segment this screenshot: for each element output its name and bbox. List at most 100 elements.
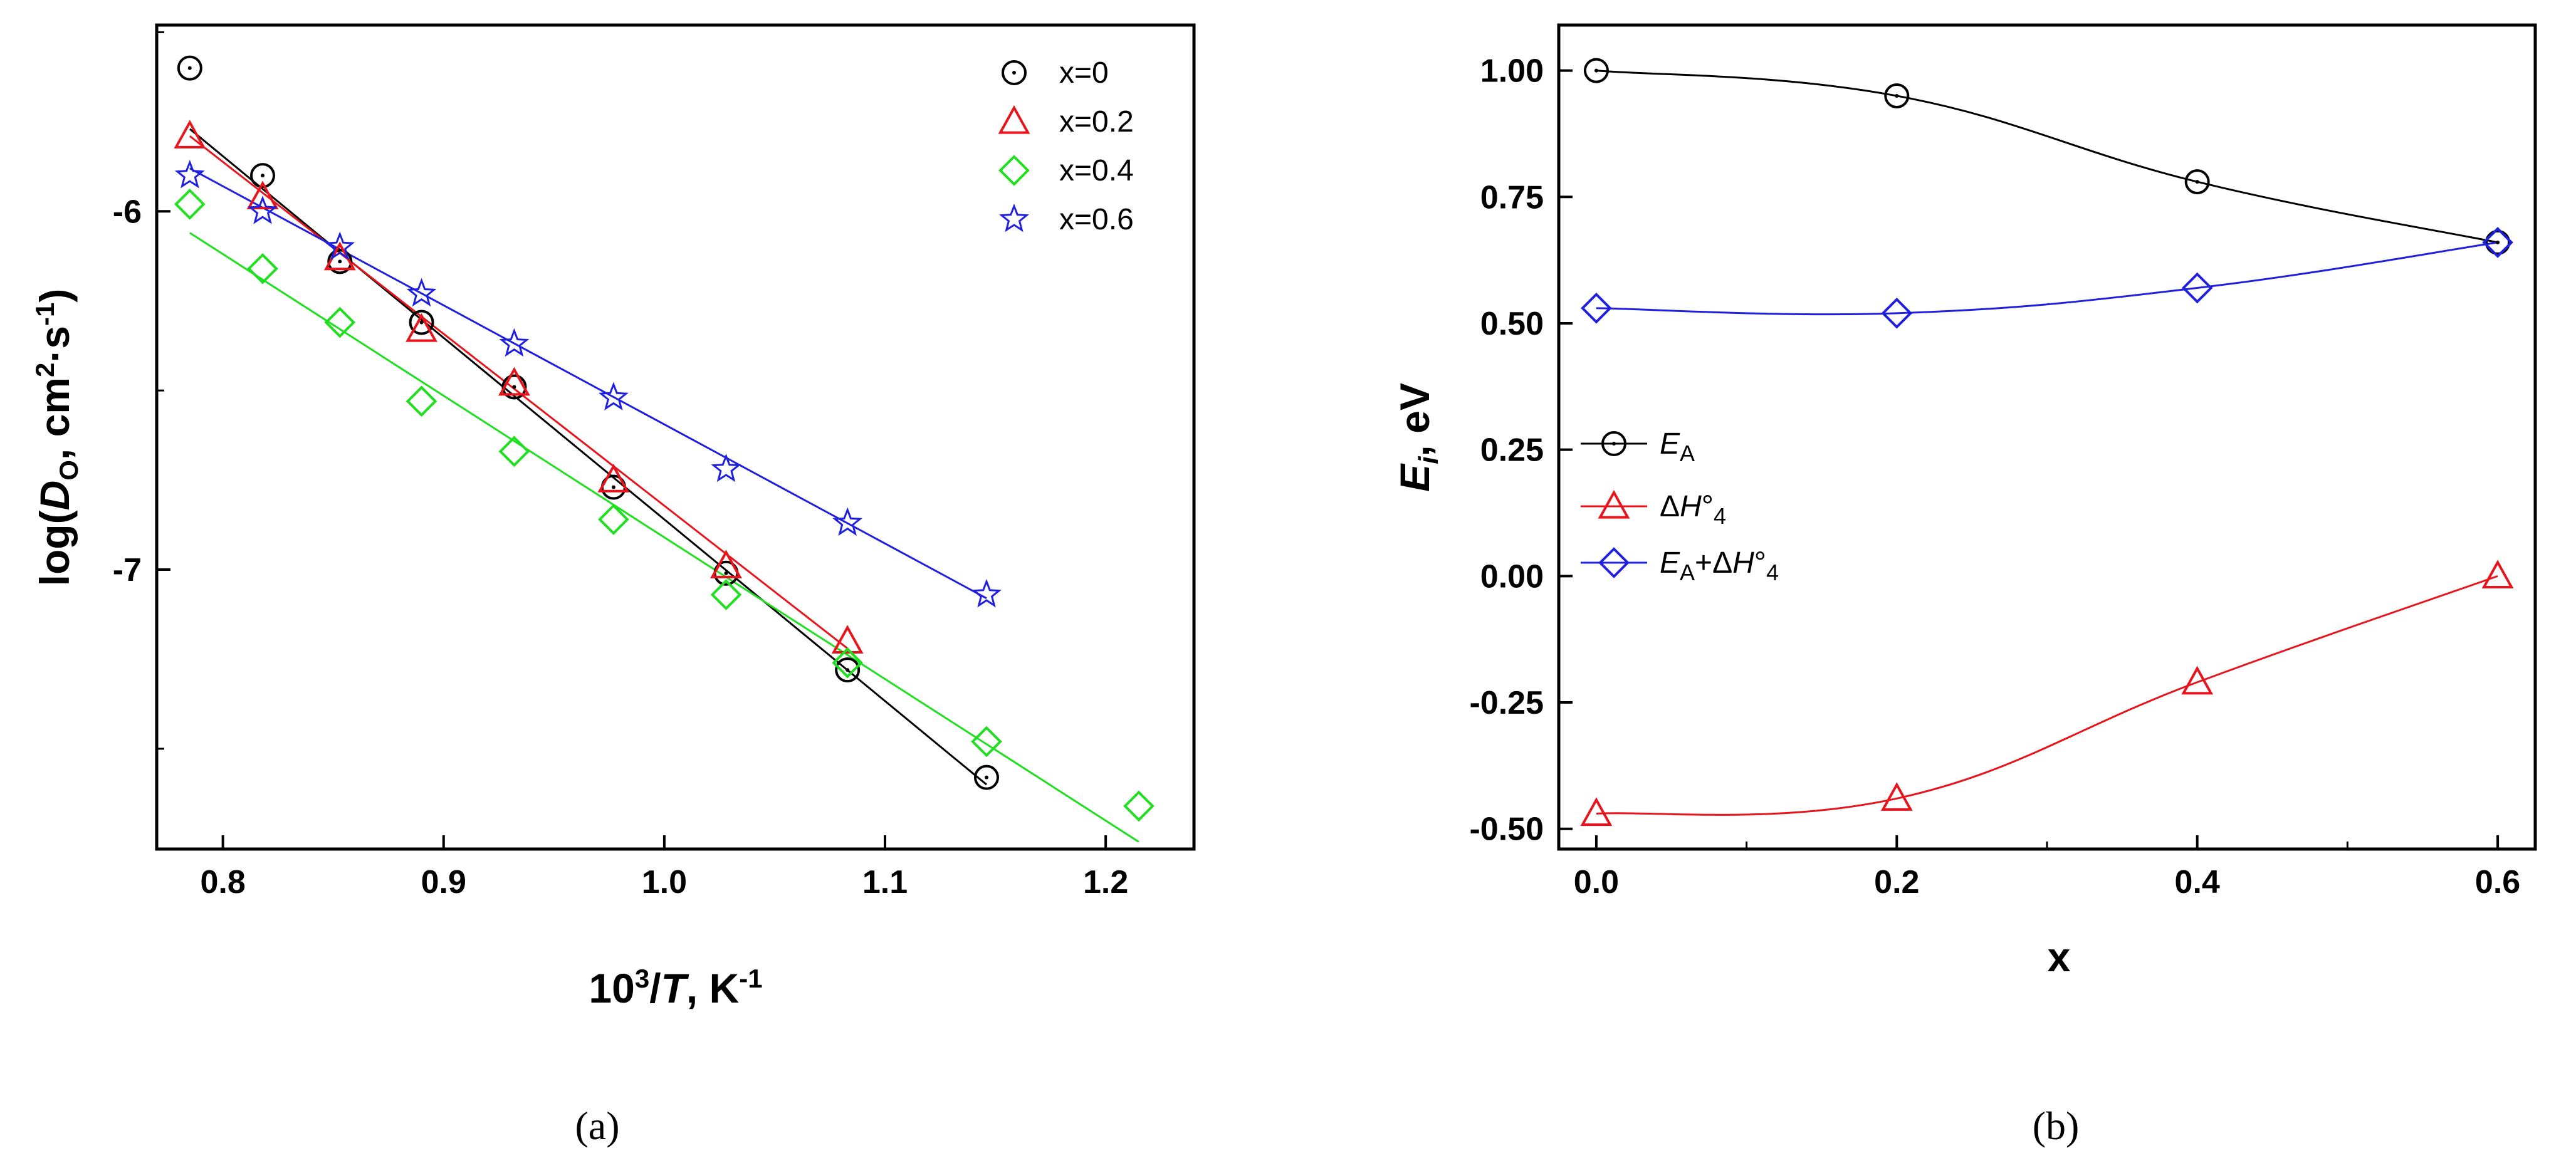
legend-marker-diamond <box>998 155 1030 186</box>
data-point-star <box>711 453 741 482</box>
data-point-circle <box>1884 83 1910 108</box>
panel-a-legend: x=0 x=0.2 x=0.4 x=0.6 <box>998 56 1134 236</box>
data-point-star <box>248 196 278 224</box>
legend-marker-circle <box>1002 60 1027 85</box>
fit-line-x-0-4 <box>189 232 1139 843</box>
panel-a-fit-lines <box>189 128 1139 843</box>
panel-b-y-tick-label: -0.25 <box>1469 685 1544 721</box>
panel-b-y-tick-label: 1.00 <box>1480 53 1544 90</box>
panel-b-x-axis: 0.0 0.2 0.4 0.6 <box>1574 835 2520 900</box>
data-point-circle <box>250 163 276 189</box>
panel-a-x-axis: 0.8 0.9 1.0 1.1 1.2 <box>200 835 1128 900</box>
panel-b-y-tick-label: -0.50 <box>1469 811 1544 848</box>
legend-item-x0-4: x=0.4 <box>998 154 1134 187</box>
panel-b-x-tick-label: 0.2 <box>1874 864 1919 900</box>
panel-b-plot-frame <box>1557 23 2537 851</box>
data-point-star <box>832 507 863 536</box>
data-point-triangle <box>174 120 206 149</box>
panel-b-legend: EA ΔH°4 EA+ΔH°4 <box>1581 427 1779 585</box>
data-point-triangle <box>597 463 630 493</box>
panel-a-y-tick-label: -6 <box>113 194 142 230</box>
data-point-circle <box>2184 169 2210 195</box>
legend-symbol <box>1601 431 1626 456</box>
data-point-star <box>971 578 1002 608</box>
data-point-star <box>499 328 530 357</box>
data-point-diamond <box>174 189 206 220</box>
panel-a-y-axis: -6 -7 <box>113 31 170 750</box>
legend-label: x=0.4 <box>1059 154 1134 187</box>
data-point-triangle <box>831 625 864 654</box>
data-point-diamond <box>247 253 278 284</box>
data-point-circle <box>501 374 527 400</box>
legend-marker-triangle <box>1598 489 1630 519</box>
data-point-circle <box>835 657 861 683</box>
data-point-triangle <box>2481 560 2514 588</box>
legend-label: x=0.2 <box>1059 105 1134 138</box>
panel-a-x-axis-title: 103/T, K-1 <box>589 964 762 1011</box>
panel-b-x-tick-label: 0.0 <box>1574 864 1619 900</box>
fit-line-x-0-2 <box>189 135 849 650</box>
legend-label: x=0.6 <box>1059 203 1134 236</box>
data-point-circle <box>2485 229 2511 255</box>
data-point-diamond <box>598 504 629 535</box>
legend-item-ea: EA <box>1581 427 1695 466</box>
legend-marker-triangle <box>998 105 1030 134</box>
panel-a-plot-frame <box>155 23 1196 851</box>
panel-b-curves <box>1596 70 2498 816</box>
data-point-circle <box>974 764 999 790</box>
data-point-star <box>598 382 629 410</box>
data-point-triangle <box>710 550 742 578</box>
legend-symbol <box>999 203 1029 232</box>
panel-b-y-axis-title: Ei, eV <box>1391 383 1444 492</box>
data-point-diamond <box>324 306 356 338</box>
legend-item-ea-plus-dh4: EA+ΔH°4 <box>1581 546 1779 585</box>
data-point-diamond <box>2181 272 2213 304</box>
data-point-diamond <box>498 435 530 467</box>
data-point-triangle <box>246 180 279 210</box>
data-point-diamond <box>2482 227 2513 258</box>
panel-b-x-tick-label: 0.4 <box>2175 864 2220 900</box>
data-point-star <box>174 159 205 189</box>
curve-circle <box>1596 70 2498 244</box>
curve-diamond <box>1596 241 2498 316</box>
panel-a-y-tick-label: -7 <box>113 552 142 588</box>
data-point-circle <box>327 249 353 274</box>
legend-item-x0: x=0 <box>1002 56 1109 90</box>
panel-b-x-tick-label: 0.6 <box>2475 864 2520 900</box>
legend-symbol <box>1598 547 1630 578</box>
legend-marker-diamond <box>1598 547 1630 578</box>
fit-line-x-0 <box>189 128 987 786</box>
data-point-diamond <box>971 726 1002 758</box>
panel-a-x-tick-label: 0.8 <box>200 864 245 900</box>
legend-label: EA+ΔH°4 <box>1660 546 1779 585</box>
data-point-diamond <box>1123 790 1154 822</box>
data-point-diamond <box>832 647 863 679</box>
data-point-triangle <box>1580 797 1613 826</box>
data-point-diamond <box>1881 298 1913 329</box>
panel-b-label: (b) <box>2033 1103 2080 1148</box>
legend-item-x0-6: x=0.6 <box>999 203 1134 236</box>
panel-a-x-tick-label: 0.9 <box>421 864 466 900</box>
panel-a-x-tick-label: 1.1 <box>862 864 908 900</box>
data-point-triangle <box>1880 782 1913 811</box>
panel-b-y-tick-label: 0.25 <box>1480 432 1544 469</box>
legend-symbol <box>1598 489 1630 519</box>
panel-b-y-tick-label: 0.00 <box>1480 558 1544 595</box>
panel-a-label: (a) <box>575 1103 619 1148</box>
legend-marker-star <box>999 203 1029 232</box>
legend-symbol <box>1002 60 1027 85</box>
panel-b-y-tick-label: 0.50 <box>1480 306 1544 342</box>
data-point-triangle <box>2181 665 2214 695</box>
data-point-circle <box>177 55 202 81</box>
data-point-triangle <box>406 313 437 342</box>
data-point-diamond <box>1581 292 1612 324</box>
data-point-triangle <box>498 367 530 396</box>
legend-item-dh4: ΔH°4 <box>1581 489 1726 529</box>
panel-b-y-tick-label: 0.75 <box>1480 179 1544 216</box>
legend-label: ΔH°4 <box>1660 490 1726 529</box>
data-point-circle <box>1583 58 1609 83</box>
fit-line-x-0-6 <box>189 167 987 600</box>
data-point-diamond <box>406 385 437 417</box>
data-point-star <box>325 231 355 260</box>
